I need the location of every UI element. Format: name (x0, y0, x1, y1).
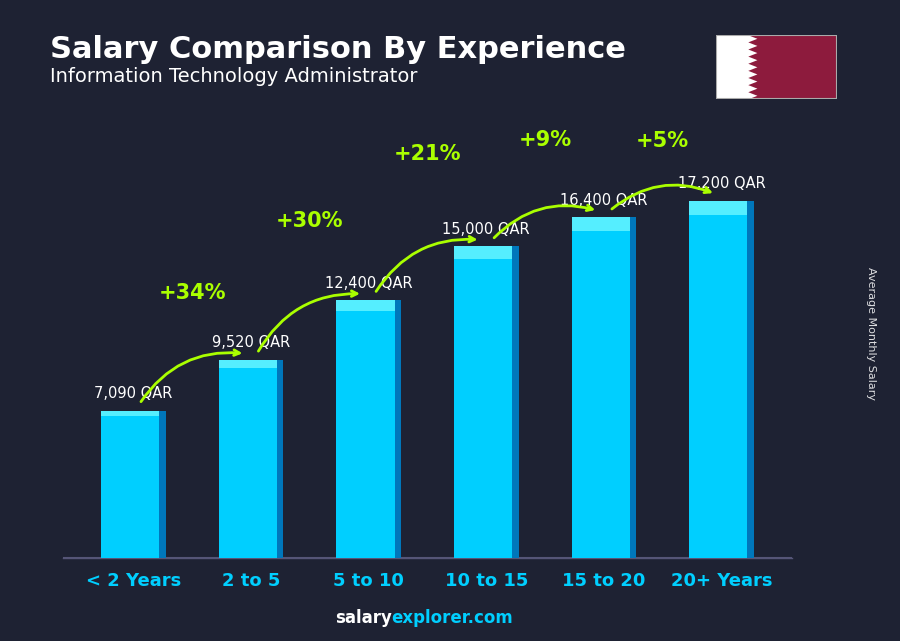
Text: 9,520 QAR: 9,520 QAR (212, 335, 291, 351)
Bar (630, 217, 636, 558)
Text: +21%: +21% (394, 144, 462, 163)
Bar (454, 246, 518, 558)
Text: salary: salary (335, 609, 392, 627)
Bar (219, 360, 284, 558)
Text: 17,200 QAR: 17,200 QAR (678, 176, 765, 191)
Bar (101, 410, 166, 558)
Bar (716, 35, 748, 99)
Text: 12,400 QAR: 12,400 QAR (325, 276, 412, 291)
Bar (689, 201, 747, 215)
Bar (219, 360, 277, 368)
Bar (159, 410, 166, 558)
Polygon shape (716, 35, 758, 99)
Text: +34%: +34% (158, 283, 226, 303)
Bar (454, 246, 512, 259)
Text: Salary Comparison By Experience: Salary Comparison By Experience (50, 35, 625, 64)
Bar (337, 300, 401, 558)
Text: 7,090 QAR: 7,090 QAR (94, 386, 173, 401)
Text: 16,400 QAR: 16,400 QAR (560, 193, 648, 208)
Text: explorer.com: explorer.com (392, 609, 513, 627)
Text: Information Technology Administrator: Information Technology Administrator (50, 67, 417, 87)
Bar (277, 360, 284, 558)
Text: +30%: +30% (276, 210, 344, 231)
Bar (512, 246, 518, 558)
Text: +9%: +9% (518, 129, 572, 150)
Bar (101, 410, 159, 417)
Bar (689, 201, 754, 558)
Bar (747, 201, 754, 558)
Text: 15,000 QAR: 15,000 QAR (443, 222, 530, 237)
Text: Average Monthly Salary: Average Monthly Salary (866, 267, 877, 400)
Bar (337, 300, 394, 311)
Bar (394, 300, 401, 558)
Text: +5%: +5% (636, 131, 689, 151)
Bar (572, 217, 636, 558)
Bar (572, 217, 630, 231)
